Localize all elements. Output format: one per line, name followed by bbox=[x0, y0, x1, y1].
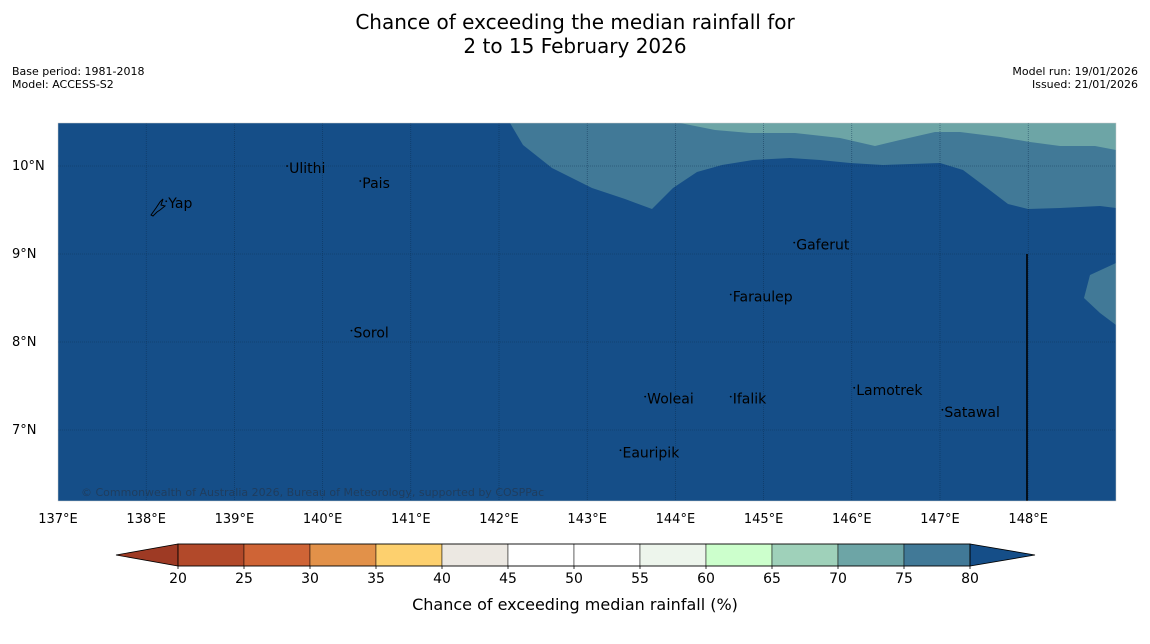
yap-island-outline bbox=[150, 198, 167, 217]
metadata-right: Model run: 19/01/2026 Issued: 21/01/2026 bbox=[1012, 65, 1138, 91]
colorbar-segment bbox=[771, 543, 839, 567]
place-label: Pais bbox=[362, 176, 390, 192]
lon-label: 148°E bbox=[1008, 512, 1048, 527]
colorbar-over-arrow bbox=[969, 543, 1036, 567]
colorbar-tick-label: 60 bbox=[697, 571, 715, 587]
chart-title-line1: Chance of exceeding the median rainfall … bbox=[355, 10, 795, 34]
lon-label: 147°E bbox=[920, 512, 960, 527]
place-label: Lamotrek bbox=[856, 383, 923, 399]
colorbar-tick-label: 25 bbox=[235, 571, 253, 587]
lon-label: 137°E bbox=[38, 512, 78, 527]
place-label: Gaferut bbox=[796, 238, 850, 254]
place-marker bbox=[619, 449, 622, 452]
lon-label: 142°E bbox=[479, 512, 519, 527]
place-marker bbox=[165, 200, 168, 203]
colorbar-tick-label: 65 bbox=[763, 571, 781, 587]
colorbar-tick-label: 75 bbox=[895, 571, 913, 587]
colorbar-segment bbox=[903, 543, 971, 567]
place-marker bbox=[350, 329, 353, 332]
lon-label: 145°E bbox=[744, 512, 784, 527]
region-75-80-percent-east bbox=[1084, 263, 1116, 325]
lon-label: 144°E bbox=[656, 512, 696, 527]
metadata-left: Base period: 1981-2018 Model: ACCESS-S2 bbox=[12, 65, 144, 91]
colorbar-tick-label: 45 bbox=[499, 571, 517, 587]
model-name: Model: ACCESS-S2 bbox=[12, 78, 114, 91]
colorbar-under-arrow bbox=[115, 543, 179, 567]
lon-label: 146°E bbox=[832, 512, 872, 527]
place-label: Woleai bbox=[647, 392, 694, 408]
place-marker bbox=[644, 395, 647, 398]
colorbar-label: Chance of exceeding median rainfall (%) bbox=[412, 595, 738, 614]
colorbar-segment bbox=[441, 543, 509, 567]
issued-date: Issued: 21/01/2026 bbox=[1031, 78, 1138, 91]
lat-label: 7°N bbox=[12, 423, 37, 438]
colorbar-tick-label: 40 bbox=[433, 571, 451, 587]
chart-title-line2: 2 to 15 February 2026 bbox=[463, 34, 687, 58]
map-frame bbox=[57, 122, 1117, 502]
place-marker bbox=[941, 408, 944, 411]
place-label: Faraulep bbox=[733, 290, 793, 306]
colorbar-tick-label: 70 bbox=[829, 571, 847, 587]
place-label: Sorol bbox=[353, 326, 388, 342]
place-marker bbox=[729, 293, 732, 296]
colorbar-segment bbox=[639, 543, 707, 567]
colorbar-segment bbox=[705, 543, 773, 567]
colorbar-tick-label: 80 bbox=[961, 571, 979, 587]
colorbar-tick-label: 55 bbox=[631, 571, 649, 587]
lon-label: 143°E bbox=[567, 512, 607, 527]
colorbar-segment bbox=[507, 543, 575, 567]
place-marker bbox=[793, 241, 796, 244]
lon-label: 141°E bbox=[391, 512, 431, 527]
latitude-labels: 10°N 9°N 8°N 7°N bbox=[12, 159, 45, 438]
lon-label: 139°E bbox=[215, 512, 255, 527]
colorbar-segment bbox=[837, 543, 905, 567]
place-marker bbox=[286, 165, 288, 167]
model-run: Model run: 19/01/2026 bbox=[1012, 65, 1138, 78]
place-label: Yap bbox=[167, 196, 192, 212]
colorbar-segment bbox=[573, 543, 641, 567]
colorbar-tick-label: 35 bbox=[367, 571, 385, 587]
place-marker bbox=[729, 395, 732, 398]
place-label: Ulithi bbox=[289, 161, 325, 177]
longitude-labels: 137°E 138°E 139°E 140°E 141°E 142°E 143°E 144°E… bbox=[38, 512, 1048, 527]
region-70-75-percent bbox=[680, 123, 1116, 150]
colorbar-tick-label: 50 bbox=[565, 571, 583, 587]
region-75-80-percent bbox=[510, 123, 1116, 209]
lat-label: 9°N bbox=[12, 247, 37, 262]
map-area: © Commonwealth of Australia 2026, Bureau… bbox=[58, 123, 1116, 501]
colorbar: 20 25 30 35 40 45 50 55 60 65 70 75 80 bbox=[115, 543, 1036, 587]
colorbar-tick-label: 30 bbox=[301, 571, 319, 587]
base-period: Base period: 1981-2018 bbox=[12, 65, 145, 78]
place-label: Ifalik bbox=[733, 392, 767, 408]
map-gridlines bbox=[58, 123, 1116, 501]
colorbar-segment bbox=[243, 543, 311, 567]
place-label: Eauripik bbox=[622, 445, 680, 461]
colorbar-segment bbox=[177, 543, 245, 567]
place-marker bbox=[359, 180, 362, 182]
colorbar-tick-label: 20 bbox=[169, 571, 187, 587]
colorbar-segment bbox=[375, 543, 443, 567]
place-label: Satawal bbox=[944, 405, 999, 421]
lon-label: 138°E bbox=[126, 512, 166, 527]
lat-label: 10°N bbox=[12, 159, 45, 174]
lat-label: 8°N bbox=[12, 335, 37, 350]
place-labels: Yap Ulithi Pais Gaferut Faraulep Sorol Lamotre… bbox=[165, 161, 1000, 461]
map-copyright: © Commonwealth of Australia 2026, Bureau… bbox=[81, 486, 544, 499]
lon-label: 140°E bbox=[303, 512, 343, 527]
colorbar-segment bbox=[309, 543, 377, 567]
place-marker bbox=[853, 386, 856, 389]
